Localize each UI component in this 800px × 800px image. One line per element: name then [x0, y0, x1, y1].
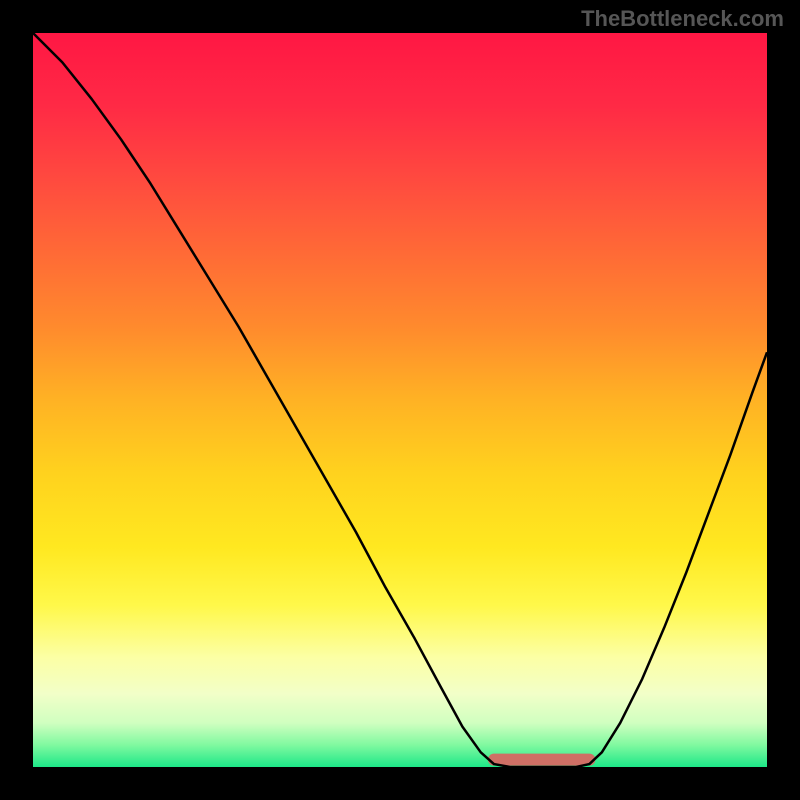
- watermark-text: TheBottleneck.com: [581, 6, 784, 32]
- gradient-background: [33, 33, 767, 767]
- chart-container: TheBottleneck.com: [0, 0, 800, 800]
- bottleneck-chart: [0, 0, 800, 800]
